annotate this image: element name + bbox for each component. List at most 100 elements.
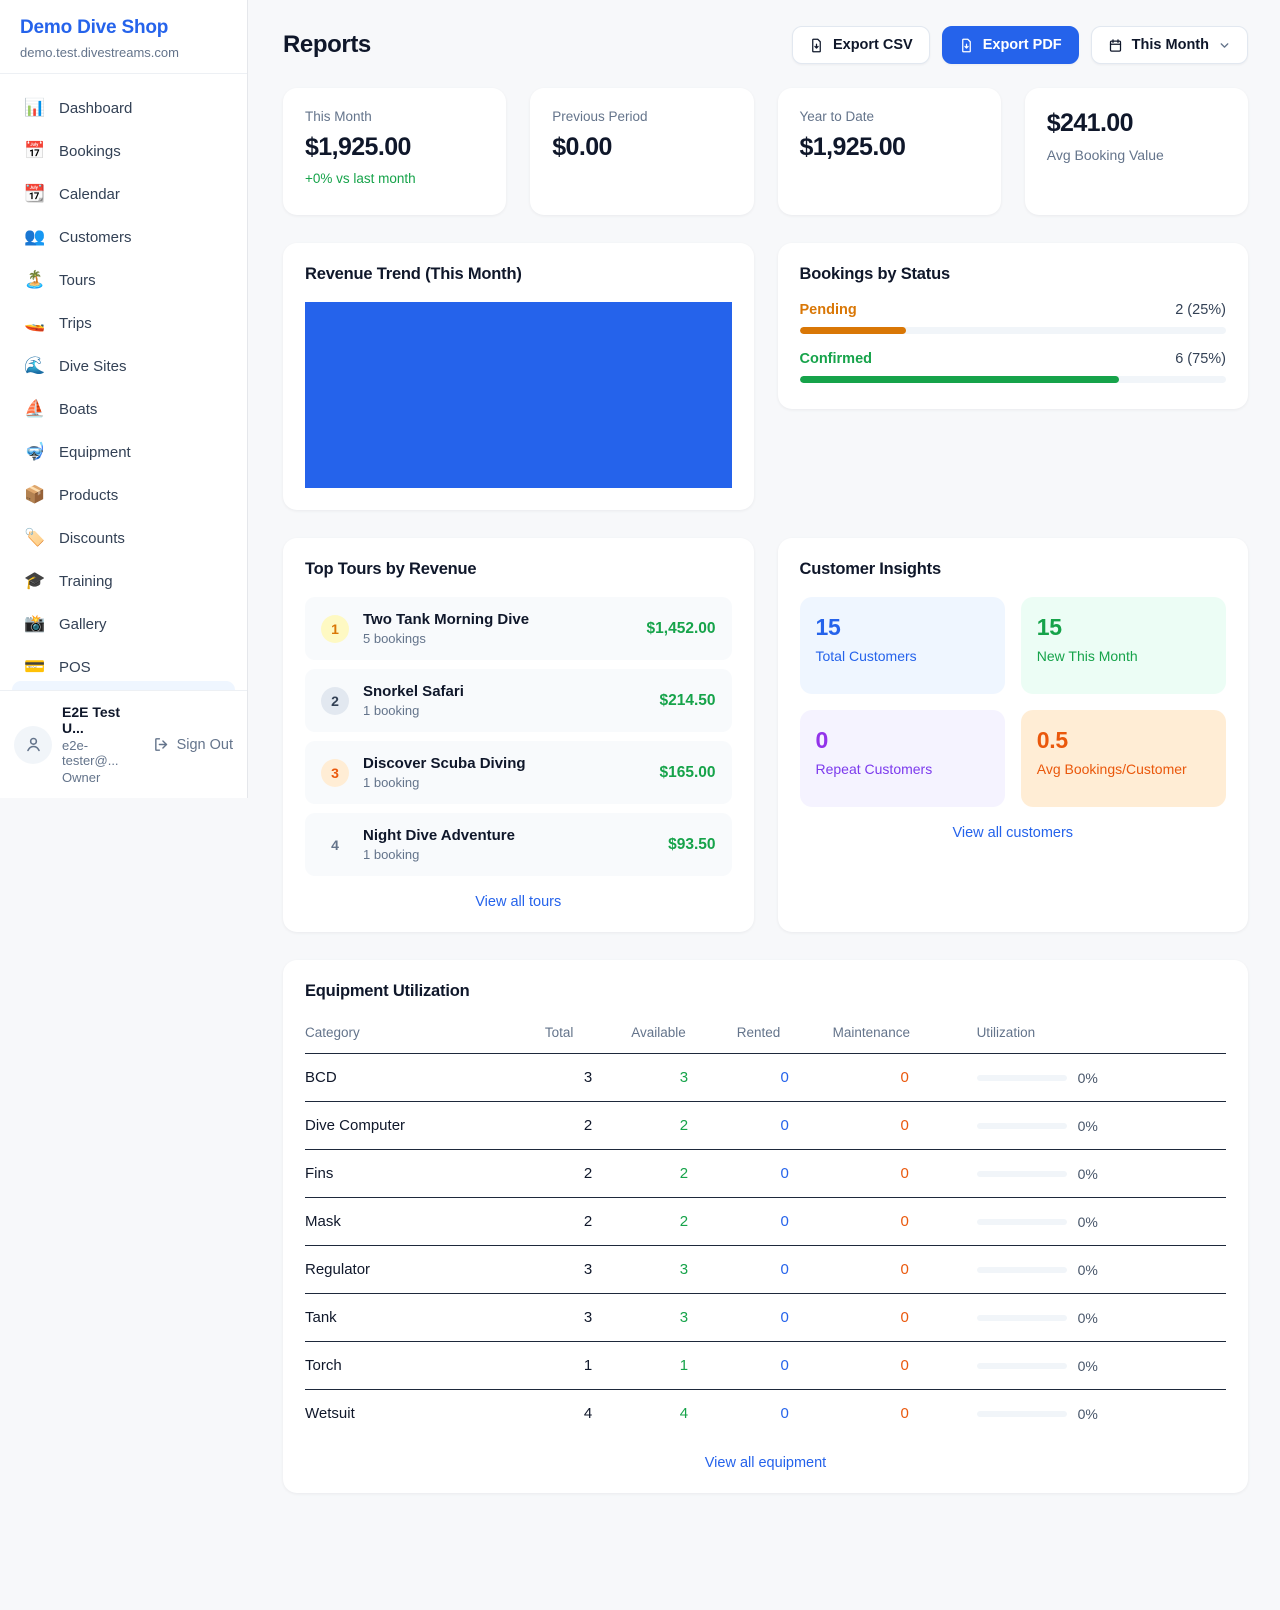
export-pdf-label: Export PDF (982, 37, 1062, 53)
cell-maintenance: 0 (900, 1069, 909, 1086)
sidebar-item-dashboard[interactable]: 📊 Dashboard (12, 88, 235, 128)
nav-item-label: Equipment (59, 443, 131, 461)
sidebar-item-dive-sites[interactable]: 🌊 Dive Sites (12, 346, 235, 386)
export-csv-button[interactable]: Export CSV (791, 26, 930, 64)
column-header-total: Total (544, 1025, 574, 1040)
cell-category: Torch (305, 1357, 342, 1374)
cell-category: Tank (305, 1309, 337, 1326)
cell-maintenance: 0 (900, 1213, 909, 1230)
nav-item-label: Dive Sites (59, 357, 127, 375)
view-all-customers-link[interactable]: View all customers (952, 825, 1074, 841)
rank-badge: 1 (321, 614, 349, 643)
top-tours-card: Top Tours by Revenue 1 Two Tank Morning … (283, 538, 754, 932)
tour-name: Two Tank Morning Dive (363, 611, 530, 628)
tour-row-night-dive-adventure: 4 Night Dive Adventure 1 booking $93.50 (305, 813, 732, 876)
sidebar-item-bookings[interactable]: 📅 Bookings (12, 131, 235, 171)
utilization-percent: 0% (1077, 1261, 1098, 1278)
sidebar-item-tours[interactable]: 🏝️ Tours (12, 260, 235, 300)
lists-row: Top Tours by Revenue 1 Two Tank Morning … (283, 538, 1248, 932)
nav-item-icon: 🤿 (24, 442, 46, 461)
page-title: Reports (283, 31, 371, 58)
nav-item-icon: 📦 (24, 485, 46, 504)
utilization-bar (976, 1218, 1067, 1225)
sidebar-item-gallery[interactable]: 📸 Gallery (12, 604, 235, 644)
sidebar-item-equipment[interactable]: 🤿 Equipment (12, 432, 235, 472)
sidebar-item-trips[interactable]: 🚤 Trips (12, 303, 235, 343)
tour-bookings: 1 booking (363, 703, 420, 718)
status-row-pending: Pending 2 (25%) (799, 302, 1226, 334)
export-pdf-button[interactable]: Export PDF (941, 26, 1079, 64)
header-actions: Export CSV Export PDF This Month (791, 26, 1248, 64)
nav-item-icon: 📅 (24, 141, 46, 160)
cell-category: Mask (305, 1213, 341, 1230)
nav-item-label: Trips (59, 314, 92, 332)
sidebar-item-calendar[interactable]: 📆 Calendar (12, 174, 235, 214)
rank-badge: 2 (321, 686, 349, 715)
utilization-percent: 0% (1077, 1309, 1098, 1326)
nav-item-label: Customers (59, 228, 132, 246)
cell-maintenance: 0 (900, 1357, 909, 1374)
stat-label: Previous Period (552, 109, 648, 124)
column-header-maintenance: Maintenance (832, 1025, 910, 1040)
nav-item-label: Products (59, 486, 119, 504)
insight-value: 0.5 (1036, 727, 1068, 753)
progress-fill (799, 376, 1120, 383)
progress-fill (799, 327, 907, 334)
cell-available: 3 (679, 1069, 689, 1086)
insight-label: New This Month (1036, 648, 1138, 664)
table-row-bcd: BCD 3 3 0 0 0% (305, 1054, 1226, 1102)
nav-item-label: POS (59, 658, 91, 676)
cell-total: 2 (583, 1165, 593, 1182)
bookings-status-title: Bookings by Status (799, 265, 951, 283)
sidebar-item-discounts[interactable]: 🏷️ Discounts (12, 518, 235, 558)
nav-item-icon: 🚤 (24, 313, 46, 332)
cell-available: 2 (679, 1165, 689, 1182)
status-count: 2 (25%) (1175, 302, 1226, 318)
cell-rented: 0 (780, 1357, 789, 1374)
sidebar-item-pos[interactable]: 💳 POS (12, 647, 235, 681)
sidebar-item-boats[interactable]: ⛵ Boats (12, 389, 235, 429)
cell-available: 2 (679, 1117, 689, 1134)
view-all-equipment-link[interactable]: View all equipment (704, 1455, 827, 1471)
cell-rented: 0 (780, 1261, 789, 1278)
utilization-bar (976, 1122, 1067, 1129)
sign-out-button[interactable]: Sign Out (153, 736, 233, 753)
calendar-icon (1109, 38, 1121, 52)
cell-maintenance: 0 (900, 1117, 909, 1134)
cell-utilization: 0% (976, 1406, 1226, 1422)
charts-row: Revenue Trend (This Month) Bookings by S… (283, 243, 1248, 510)
cell-category: Wetsuit (305, 1405, 355, 1422)
cell-rented: 0 (780, 1213, 789, 1230)
sidebar-item-training[interactable]: 🎓 Training (12, 561, 235, 601)
tour-revenue: $214.50 (659, 691, 716, 709)
tour-name: Discover Scuba Diving (363, 755, 526, 772)
insight-tile-total-customers: 15 Total Customers (799, 597, 1005, 694)
cell-category: BCD (305, 1069, 337, 1086)
insight-value: 15 (815, 614, 841, 640)
view-all-tours-link[interactable]: View all tours (475, 894, 562, 910)
nav-item-icon: 📸 (24, 614, 46, 633)
tour-name: Night Dive Adventure (363, 827, 515, 844)
table-row-regulator: Regulator 3 3 0 0 0% (305, 1246, 1226, 1294)
status-rows: Pending 2 (25%) Confirmed 6 (75%) (799, 302, 1226, 383)
column-header-rented: Rented (736, 1025, 781, 1040)
sidebar-item-customers[interactable]: 👥 Customers (12, 217, 235, 257)
status-label: Pending (799, 302, 857, 318)
tour-revenue: $93.50 (668, 835, 716, 853)
table-row-wetsuit: Wetsuit 4 4 0 0 0% (305, 1390, 1226, 1437)
cell-total: 4 (583, 1405, 593, 1422)
revenue-trend-chart (305, 302, 732, 488)
cell-utilization: 0% (976, 1070, 1226, 1086)
table-row-mask: Mask 2 2 0 0 0% (305, 1198, 1226, 1246)
insight-label: Repeat Customers (815, 761, 933, 777)
rank-badge: 4 (331, 836, 339, 853)
brand-name[interactable]: Demo Dive Shop (20, 17, 169, 38)
nav-item-label: Discounts (59, 529, 125, 547)
nav-item-icon: 🏷️ (24, 528, 46, 547)
sidebar-item-products[interactable]: 📦 Products (12, 475, 235, 515)
utilization-percent: 0% (1077, 1213, 1098, 1230)
period-dropdown[interactable]: This Month (1090, 26, 1248, 64)
nav-item-icon: 💳 (24, 657, 46, 676)
table-row-tank: Tank 3 3 0 0 0% (305, 1294, 1226, 1342)
nav-item-icon: 📆 (24, 184, 46, 203)
